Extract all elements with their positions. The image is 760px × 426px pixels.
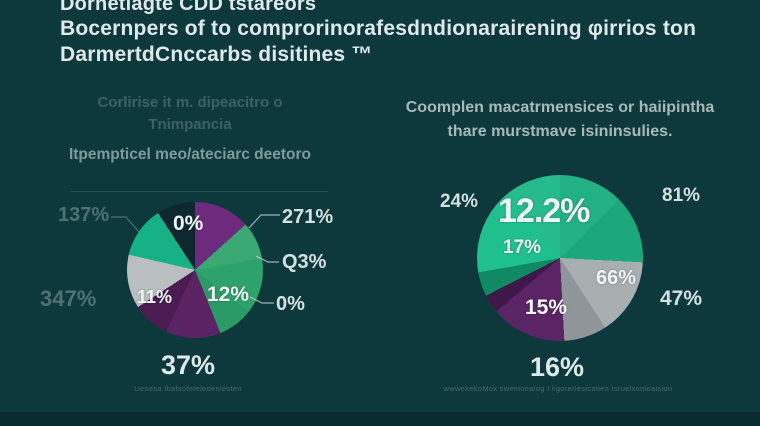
right-pie-chart xyxy=(477,175,643,341)
left-chart-total: 37% xyxy=(160,350,216,380)
left-chart-subtitle-light: Itpempticel meo/ateciarc deetoro xyxy=(68,146,312,163)
connector-271 xyxy=(248,214,280,229)
left-subtitle-line1: Corlirise it m. dipeacitro o xyxy=(97,94,283,111)
left-pie-label-137: 137% xyxy=(58,204,110,226)
bottom-letterbox-bar xyxy=(0,412,760,426)
left-pie-label-12-inner: 12% xyxy=(207,283,250,306)
left-subtitle-line2: Tnimpancia xyxy=(148,115,232,133)
left-pie-label-0-outer: 0% xyxy=(276,293,305,315)
left-chart-divider-line xyxy=(70,191,328,192)
right-pie-label-122-inner: 12.2% xyxy=(498,192,590,230)
right-pie-label-66-inner: 66% xyxy=(596,267,637,289)
right-chart-subtitle: Coomplen macatrmensices or haiipintha th… xyxy=(400,96,720,144)
right-pie-label-17-inner: 17% xyxy=(503,237,542,258)
left-pie-label-271: 271% xyxy=(282,206,334,228)
header-block: Dornetiagte CDD tstareors Bocernpers of … xyxy=(60,0,696,68)
left-chart-subtitle-muted: Corlirise it m. dipeacitro o Tnimpancia xyxy=(40,92,340,136)
connector-137 xyxy=(111,216,140,233)
right-subtitle-line1: Coomplen macatrmensices or haiipintha xyxy=(405,99,715,116)
right-chart-caption: wwwexekoMox swemoealog I ligorerlesicati… xyxy=(443,384,673,393)
left-pie-label-347: 347% xyxy=(40,286,97,311)
header-title-line2: Bocernpers of to comprorinorafesdndionar… xyxy=(60,17,697,41)
left-pie-label-11-inner: 11% xyxy=(137,287,173,307)
header-title-line1: Dornetiagte CDD tstareors xyxy=(60,0,317,15)
left-chart-caption: Uenesa Ibafsofeteleoenlesten xyxy=(134,384,242,393)
left-pie-chart xyxy=(127,202,263,338)
left-pie-label-q3: Q3% xyxy=(282,251,327,273)
right-chart-total: 16% xyxy=(529,352,585,382)
right-subtitle-line2: thare murstmave isininsulies. xyxy=(447,123,673,140)
right-pie-label-24: 24% xyxy=(440,191,479,212)
right-pie-label-15-inner: 15% xyxy=(525,296,568,319)
right-pie-label-47: 47% xyxy=(660,287,703,310)
right-pie-label-81: 81% xyxy=(662,185,701,206)
header-title-line3: DarmertdCnccarbs disitines ™ xyxy=(60,43,373,66)
left-pie-label-0-inner: 0% xyxy=(173,212,204,235)
